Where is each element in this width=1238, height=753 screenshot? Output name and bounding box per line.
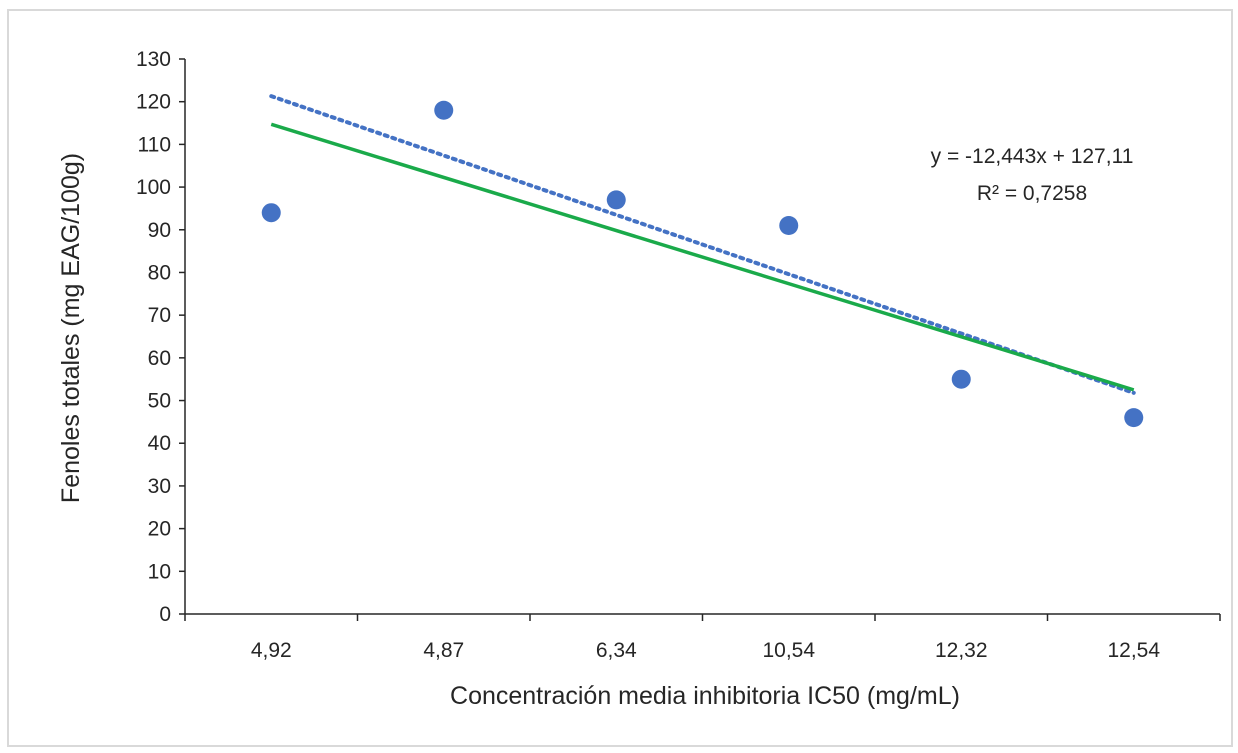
data-point (1124, 408, 1144, 428)
x-tick-label: 12,32 (935, 639, 988, 662)
linear-trendline (270, 122, 1135, 392)
x-axis-ticks: 4,92 4,87 6,34 10,54 12,32 12,54 (184, 614, 1221, 662)
y-axis-title: Fenoles totales (mg EAG/100g) (57, 153, 85, 503)
y-tick-label: 100 (136, 176, 171, 199)
y-tick-label: 80 (148, 261, 171, 284)
x-tick-label: 4,87 (423, 639, 464, 662)
y-tick-label: 20 (148, 518, 171, 541)
data-point (434, 100, 454, 120)
y-tick-label: 130 (136, 48, 171, 71)
data-point (951, 369, 971, 389)
y-tick-label: 60 (148, 347, 171, 370)
data-point (261, 203, 281, 223)
data-points (261, 100, 1144, 428)
y-tick-label: 50 (148, 390, 171, 413)
y-tick-label: 40 (148, 432, 171, 455)
trendlines (269, 94, 1136, 395)
y-tick-label: 70 (148, 304, 171, 327)
y-tick-label: 90 (148, 219, 171, 242)
r-squared-label: R² = 0,7258 (977, 182, 1087, 205)
y-tick-label: 120 (136, 91, 171, 114)
x-axis-title: Concentración media inhibitoria IC50 (mg… (450, 682, 960, 710)
y-tick-label: 10 (148, 560, 171, 583)
x-tick-label: 10,54 (762, 639, 815, 662)
y-tick-label: 110 (138, 133, 171, 156)
y-tick-label: 30 (148, 475, 171, 498)
data-point (779, 216, 799, 235)
x-tick-label: 4,92 (251, 639, 292, 662)
trendline-equation: y = -12,443x + 127,11 (931, 145, 1134, 168)
y-axis-ticks: 0 10 20 30 40 50 60 70 80 90 100 110 120 130 (136, 48, 185, 626)
chart-frame (7, 9, 1233, 747)
y-tick-label: 0 (159, 603, 171, 626)
x-tick-label: 6,34 (596, 639, 637, 662)
dotted-trendline (269, 94, 1136, 395)
x-tick-label: 12,54 (1107, 639, 1160, 662)
data-point (606, 190, 626, 210)
